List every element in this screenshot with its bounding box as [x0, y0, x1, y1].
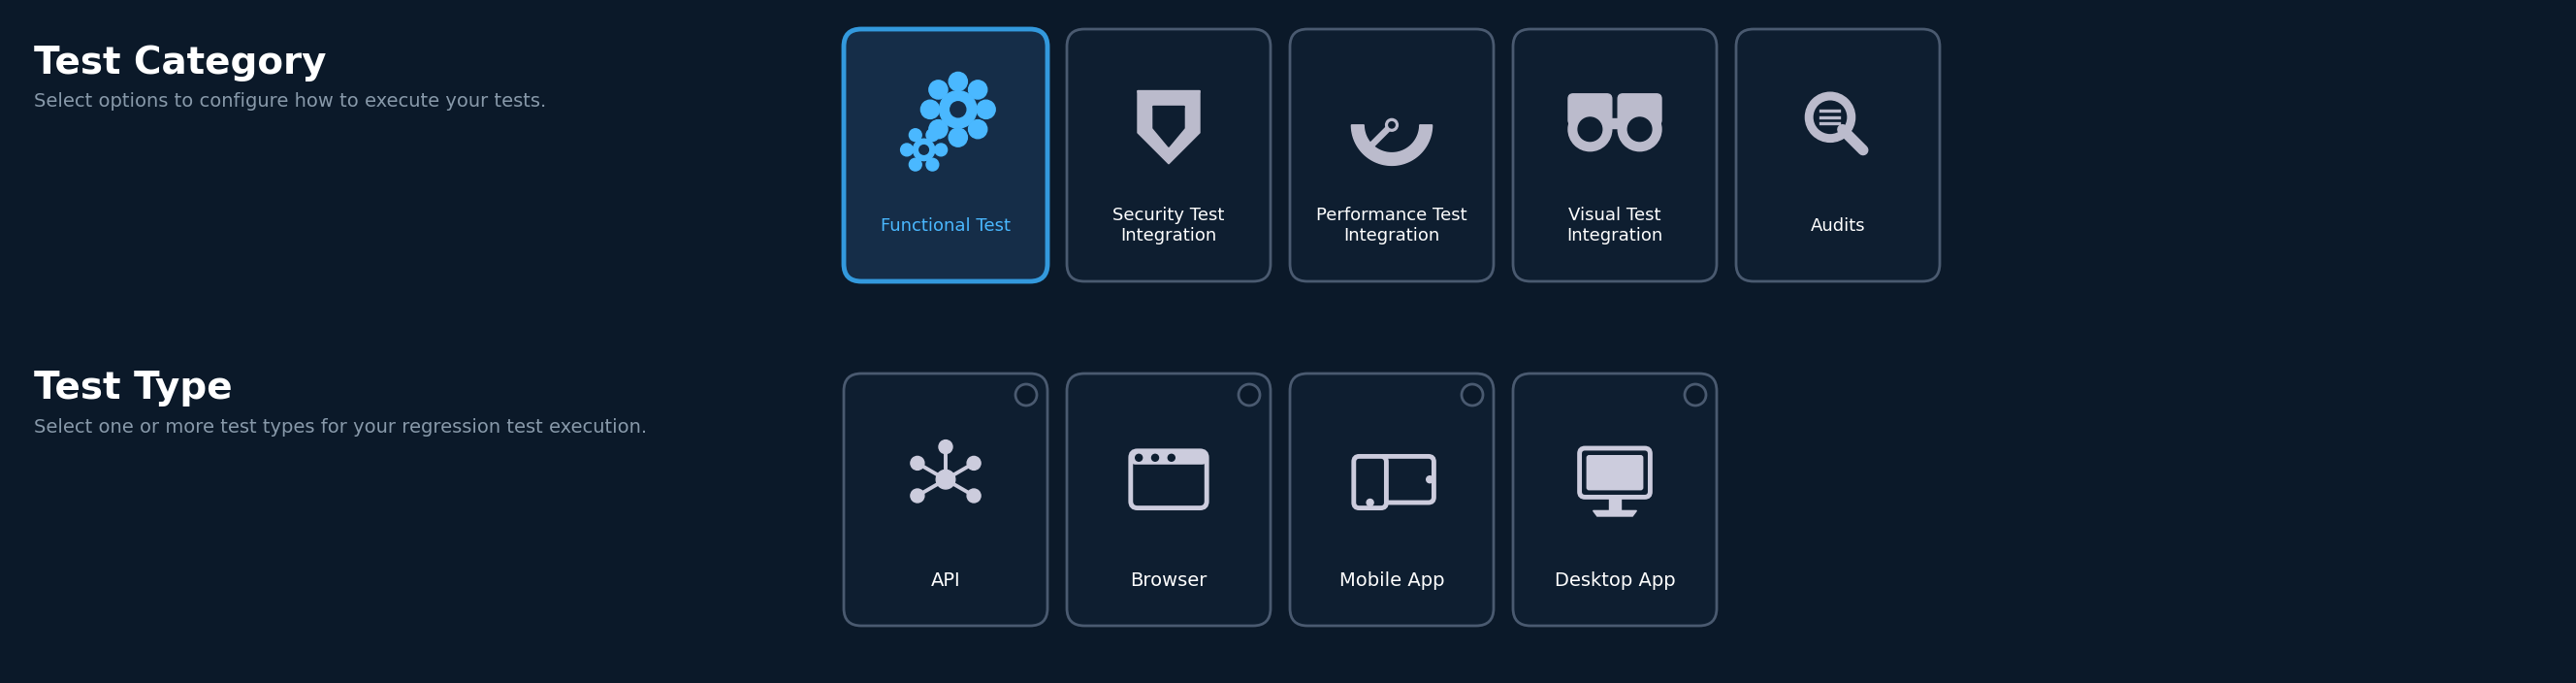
Circle shape: [1239, 384, 1260, 406]
Text: Mobile App: Mobile App: [1340, 571, 1445, 589]
Circle shape: [909, 158, 922, 171]
Text: Performance Test
Integration: Performance Test Integration: [1316, 207, 1468, 245]
Polygon shape: [1607, 119, 1623, 128]
Circle shape: [1151, 454, 1159, 461]
FancyBboxPatch shape: [845, 29, 1048, 281]
Polygon shape: [1154, 107, 1185, 147]
Circle shape: [927, 158, 938, 171]
Circle shape: [1618, 107, 1662, 151]
Circle shape: [912, 489, 925, 503]
Circle shape: [1569, 107, 1613, 151]
FancyBboxPatch shape: [1066, 29, 1270, 281]
Circle shape: [1806, 92, 1855, 142]
Circle shape: [1167, 454, 1175, 461]
Circle shape: [902, 143, 912, 156]
Circle shape: [948, 128, 969, 147]
Text: Select one or more test types for your regression test execution.: Select one or more test types for your r…: [33, 418, 647, 436]
Text: API: API: [930, 571, 961, 589]
FancyBboxPatch shape: [1131, 451, 1206, 464]
Circle shape: [920, 145, 927, 154]
Text: Browser: Browser: [1131, 571, 1208, 589]
Circle shape: [1015, 384, 1036, 406]
FancyBboxPatch shape: [1579, 448, 1651, 497]
Circle shape: [938, 440, 953, 454]
FancyBboxPatch shape: [1131, 451, 1206, 508]
FancyBboxPatch shape: [1376, 456, 1435, 503]
Circle shape: [976, 100, 994, 119]
Circle shape: [940, 91, 976, 128]
Circle shape: [1427, 476, 1432, 483]
Circle shape: [930, 81, 948, 99]
Circle shape: [1388, 122, 1394, 128]
FancyBboxPatch shape: [1587, 455, 1643, 490]
FancyBboxPatch shape: [1736, 29, 1940, 281]
FancyBboxPatch shape: [1355, 456, 1386, 508]
FancyBboxPatch shape: [1291, 374, 1494, 626]
Text: Functional Test: Functional Test: [881, 217, 1010, 234]
Text: Desktop App: Desktop App: [1553, 571, 1674, 589]
Circle shape: [969, 81, 987, 99]
Circle shape: [912, 456, 925, 470]
Circle shape: [1136, 454, 1141, 461]
Text: Security Test
Integration: Security Test Integration: [1113, 207, 1224, 245]
Text: Test Type: Test Type: [33, 370, 232, 406]
Text: Audits: Audits: [1811, 217, 1865, 234]
Polygon shape: [1139, 91, 1200, 164]
Polygon shape: [1352, 125, 1432, 165]
Circle shape: [1461, 384, 1484, 406]
Circle shape: [1579, 117, 1602, 141]
Polygon shape: [1610, 497, 1620, 511]
Polygon shape: [1154, 107, 1185, 113]
Circle shape: [1628, 117, 1651, 141]
Circle shape: [1685, 384, 1705, 406]
Polygon shape: [1592, 511, 1636, 516]
Circle shape: [966, 456, 981, 470]
FancyBboxPatch shape: [1291, 29, 1494, 281]
Circle shape: [1386, 119, 1399, 131]
Text: Select options to configure how to execute your tests.: Select options to configure how to execu…: [33, 93, 546, 111]
Circle shape: [951, 102, 966, 117]
Circle shape: [935, 470, 956, 489]
Text: Test Category: Test Category: [33, 44, 327, 81]
Circle shape: [920, 100, 940, 119]
Text: Visual Test
Integration: Visual Test Integration: [1566, 207, 1664, 245]
FancyBboxPatch shape: [1618, 94, 1662, 125]
Circle shape: [1814, 101, 1847, 133]
FancyBboxPatch shape: [1512, 29, 1716, 281]
FancyBboxPatch shape: [1569, 94, 1613, 125]
Circle shape: [930, 120, 948, 139]
Circle shape: [912, 139, 935, 161]
Circle shape: [948, 72, 969, 91]
Circle shape: [927, 129, 938, 141]
Circle shape: [935, 143, 948, 156]
FancyBboxPatch shape: [1512, 374, 1716, 626]
Circle shape: [969, 120, 987, 139]
Circle shape: [966, 489, 981, 503]
Circle shape: [909, 129, 922, 141]
Polygon shape: [1139, 91, 1200, 103]
Circle shape: [1368, 499, 1373, 506]
FancyBboxPatch shape: [1066, 374, 1270, 626]
FancyBboxPatch shape: [845, 374, 1048, 626]
